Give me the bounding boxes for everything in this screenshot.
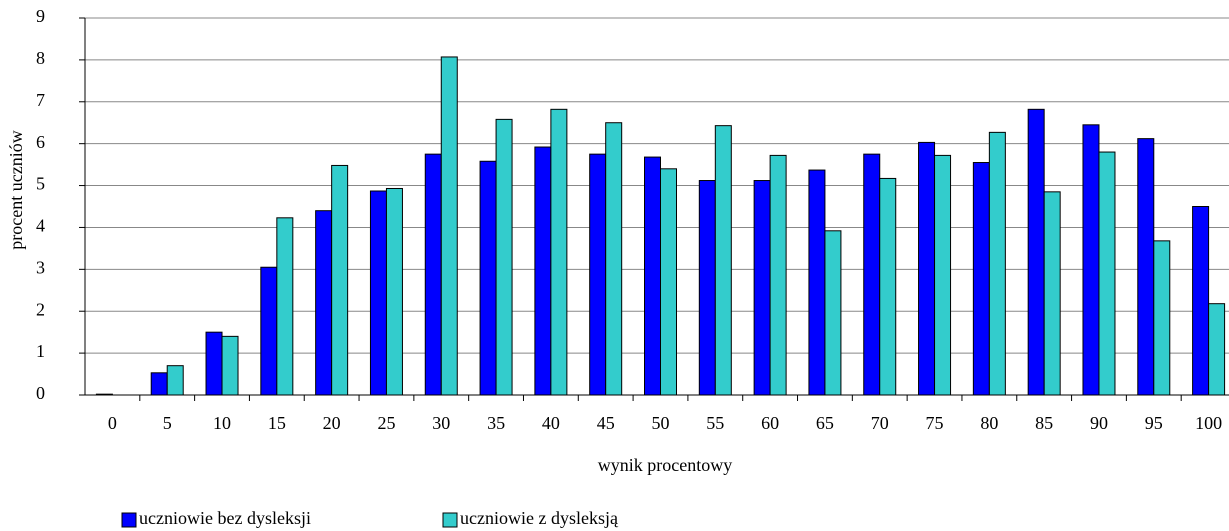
y-tick-label: 3: [36, 257, 45, 277]
x-tick-label: 45: [597, 413, 615, 433]
bar: [440, 56, 458, 396]
bar: [260, 266, 278, 396]
legend-swatch: [121, 512, 137, 528]
x-tick-label: 80: [980, 413, 998, 433]
bar: [1192, 206, 1210, 396]
x-tick-label: 20: [323, 413, 341, 433]
x-tick-label: 25: [377, 413, 395, 433]
bar: [1153, 240, 1171, 396]
x-tick-label: 55: [706, 413, 724, 433]
x-tick-label: 50: [652, 413, 670, 433]
y-tick-label: 0: [36, 383, 45, 403]
bar: [550, 108, 568, 396]
bar: [589, 153, 607, 396]
x-tick-label: 10: [213, 413, 231, 433]
bar: [808, 169, 826, 396]
bar: [205, 331, 223, 396]
y-axis-title: procent uczniów: [6, 130, 26, 249]
bar: [1043, 191, 1061, 396]
bar: [934, 154, 952, 396]
bar: [385, 187, 403, 396]
x-tick-label: 0: [108, 413, 117, 433]
x-tick-label: 75: [926, 413, 944, 433]
bar: [918, 141, 936, 396]
y-tick-label: 7: [36, 90, 45, 110]
y-tick-label: 5: [36, 174, 45, 194]
bar: [988, 131, 1006, 396]
bar: [753, 180, 771, 396]
bar: [879, 177, 897, 396]
x-tick-label: 95: [1145, 413, 1163, 433]
legend-label: uczniowie z dysleksją: [460, 508, 619, 528]
x-tick-label: 85: [1035, 413, 1053, 433]
bar: [1137, 138, 1155, 396]
bar: [150, 372, 168, 396]
bar: [1208, 303, 1226, 396]
x-tick-label: 100: [1195, 413, 1222, 433]
x-tick-label: 90: [1090, 413, 1108, 433]
bar: [605, 122, 623, 396]
y-tick-label: 1: [36, 341, 45, 361]
bar: [495, 118, 513, 396]
x-tick-label: 40: [542, 413, 560, 433]
y-tick-label: 4: [36, 216, 45, 236]
x-tick-label: 70: [871, 413, 889, 433]
bar: [644, 156, 661, 396]
bar: [698, 180, 716, 396]
x-axis-title: wynik procentowy: [598, 455, 732, 475]
x-tick-label: 65: [816, 413, 834, 433]
bar: [221, 335, 239, 396]
bar: [95, 393, 113, 396]
bar: [331, 164, 349, 396]
y-tick-label: 2: [36, 299, 45, 319]
bar: [714, 125, 732, 396]
x-tick-label: 35: [487, 413, 505, 433]
y-tick-label: 6: [36, 132, 45, 152]
bar: [166, 365, 184, 396]
bar: [424, 153, 442, 396]
bar: [972, 162, 990, 396]
bar: [315, 210, 333, 396]
bar: [863, 153, 881, 396]
bar: [1082, 124, 1100, 396]
y-tick-label: 9: [36, 6, 45, 26]
x-tick-label: 5: [163, 413, 172, 433]
bar: [1027, 108, 1045, 396]
bar: [660, 168, 677, 396]
legend-label: uczniowie bez dysleksji: [139, 508, 311, 528]
legend-swatch: [442, 512, 458, 528]
x-tick-label: 60: [761, 413, 779, 433]
x-tick-label: 15: [268, 413, 286, 433]
bar: [1098, 151, 1116, 396]
bar: [479, 160, 497, 396]
bar: [534, 146, 552, 396]
bar: [824, 230, 842, 396]
bar: [769, 154, 787, 396]
y-tick-label: 8: [36, 48, 45, 68]
x-tick-label: 30: [432, 413, 450, 433]
bar: [369, 190, 387, 396]
bar: [276, 217, 294, 396]
